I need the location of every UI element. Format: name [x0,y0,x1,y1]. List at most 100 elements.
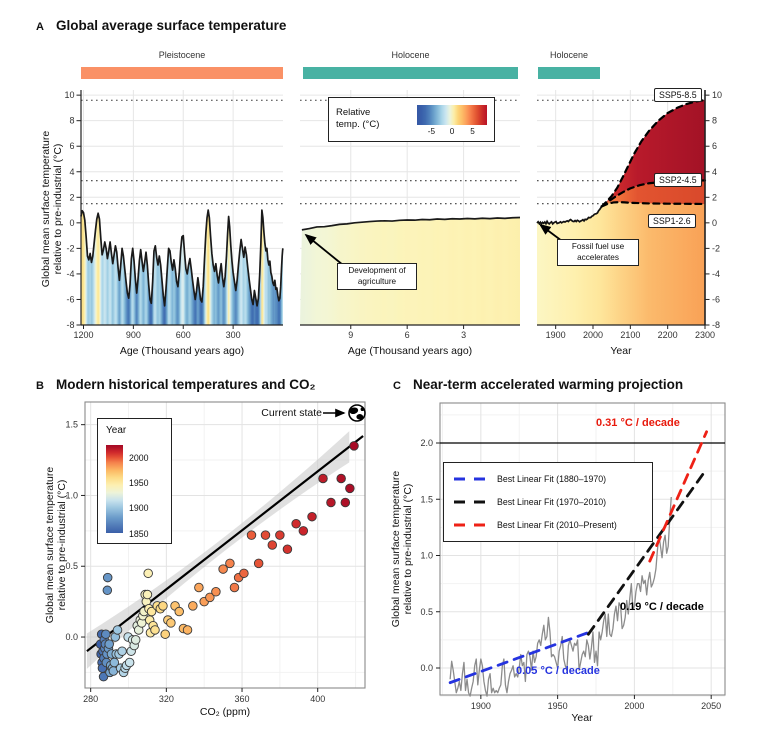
svg-text:300: 300 [226,330,241,340]
era-bar-pleistocene [81,67,283,79]
svg-text:1900: 1900 [471,701,491,711]
svg-text:2300: 2300 [695,330,715,340]
svg-text:320: 320 [159,694,174,704]
black-dash-swatch [454,500,488,504]
svg-text:360: 360 [235,694,250,704]
panel-c-x-axis-title: Year [571,712,593,724]
era-label-pleistocene: Pleistocene [158,50,206,60]
a1-x-axis-title: Age (Thousand years ago) [119,345,245,357]
panel-b-x-axis-title: CO₂ (ppm) [199,706,251,718]
chart-co2-scatter-canvas: 280 320 360 400 0.0 0.5 1.0 1.5 [65,401,366,704]
svg-text:0: 0 [69,218,74,228]
svg-text:-4: -4 [66,269,74,279]
svg-text:6: 6 [69,141,74,151]
svg-text:0.0: 0.0 [420,663,433,673]
panel-a-title: Global average surface temperature [56,18,287,33]
svg-text:-4: -4 [712,269,720,279]
svg-text:10: 10 [712,90,722,100]
year-legend-tick: 1950 [129,478,149,489]
svg-text:900: 900 [126,330,141,340]
era-label-holocene-right: Holocene [549,50,589,60]
svg-text:10: 10 [64,90,74,100]
svg-text:1950: 1950 [548,701,568,711]
fit-legend-row-1: Best Linear Fit (1880–1970) [454,474,642,484]
ssp2-label: SSP2-4.5 [654,173,702,187]
colorbar-tick: -5 [427,127,436,136]
svg-text:6: 6 [712,141,717,151]
panel-b-title: Modern historical temperatures and CO₂ [56,377,316,392]
svg-text:2: 2 [69,192,74,202]
year-legend-colorbar [106,445,123,533]
a3-x-axis-title: Year [610,345,632,357]
svg-text:1900: 1900 [546,330,566,340]
svg-text:3: 3 [461,330,466,340]
svg-text:0.5: 0.5 [65,561,78,571]
svg-text:1.5: 1.5 [65,420,78,430]
svg-text:2000: 2000 [624,701,644,711]
svg-text:-8: -8 [66,320,74,330]
rate-1880-1970: 0.05 °C / decade [516,665,600,677]
era-bar-holocene-right [538,67,600,79]
panel-c-title: Near-term accelerated warming projection [413,377,684,392]
colorbar-tick: 0 [449,127,455,136]
svg-text:600: 600 [176,330,191,340]
blue-dash-swatch [454,477,488,481]
svg-text:-2: -2 [66,243,74,253]
svg-text:1.0: 1.0 [65,490,78,500]
ssp5-label: SSP5-8.5 [654,88,702,102]
svg-text:9: 9 [348,330,353,340]
svg-text:6: 6 [405,330,410,340]
svg-text:2100: 2100 [620,330,640,340]
ssp1-label: SSP1-2.6 [648,214,696,228]
rate-1970-2010: 0.19 °C / decade [620,601,704,613]
panel-c-y-axis-label: Global mean surface temperature relative… [390,470,414,628]
chart-warming-projection-canvas: 1900 1950 2000 2050 0.0 0.5 1.0 1.5 2.0 [420,402,726,711]
svg-text:4: 4 [69,167,74,177]
svg-text:2: 2 [712,192,717,202]
svg-text:0: 0 [712,218,717,228]
year-legend-tick: 1900 [129,503,149,514]
svg-text:-8: -8 [712,320,720,330]
fit-legend: Best Linear Fit (1880–1970) Best Linear … [443,462,653,542]
a2-x-axis-title: Age (Thousand years ago) [347,345,473,357]
svg-text:1200: 1200 [73,330,93,340]
fit-legend-row-3: Best Linear Fit (2010–Present) [454,520,642,530]
svg-text:0.5: 0.5 [420,607,433,617]
year-legend-title: Year [106,425,127,436]
svg-text:2.0: 2.0 [420,438,433,448]
era-label-holocene-mid: Holocene [391,50,430,60]
fit-legend-row-2: Best Linear Fit (1970–2010) [454,497,642,507]
svg-text:-6: -6 [712,294,720,304]
svg-text:8: 8 [69,116,74,126]
svg-text:1.0: 1.0 [420,551,433,561]
current-state-annotation: Current state [261,407,322,419]
svg-text:2200: 2200 [658,330,678,340]
svg-text:2050: 2050 [701,701,721,711]
svg-text:8: 8 [712,116,717,126]
svg-text:-2: -2 [712,243,720,253]
fossil-fuel-callout: Fossil fuel use accelerates [557,239,639,266]
panel-b-letter: B [36,380,44,392]
relative-temp-legend-title: Relative temp. (°C) [336,107,380,130]
year-legend-tick: 2000 [129,453,149,464]
svg-text:2000: 2000 [583,330,603,340]
svg-text:-6: -6 [66,294,74,304]
year-legend-tick: 1850 [129,528,149,539]
panel-b-y-axis-label: Global mean surface temperature relative… [44,466,68,624]
era-bar-holocene-mid [303,67,518,79]
panel-c-letter: C [393,380,401,392]
colorbar-tick: 5 [470,127,475,136]
red-dash-swatch [454,523,488,527]
year-legend: Year 2000 1950 1900 1850 [97,418,172,544]
svg-text:400: 400 [310,694,325,704]
svg-text:1.5: 1.5 [420,494,433,504]
svg-text:4: 4 [712,167,717,177]
svg-text:0.0: 0.0 [65,632,78,642]
panel-a-letter: A [36,21,44,33]
agriculture-callout: Development of agriculture [337,263,417,290]
relative-temp-legend: Relative temp. (°C) -5 0 5 [328,97,495,142]
relative-temp-colorbar [417,105,487,125]
rate-2010-present: 0.31 °C / decade [596,417,680,429]
